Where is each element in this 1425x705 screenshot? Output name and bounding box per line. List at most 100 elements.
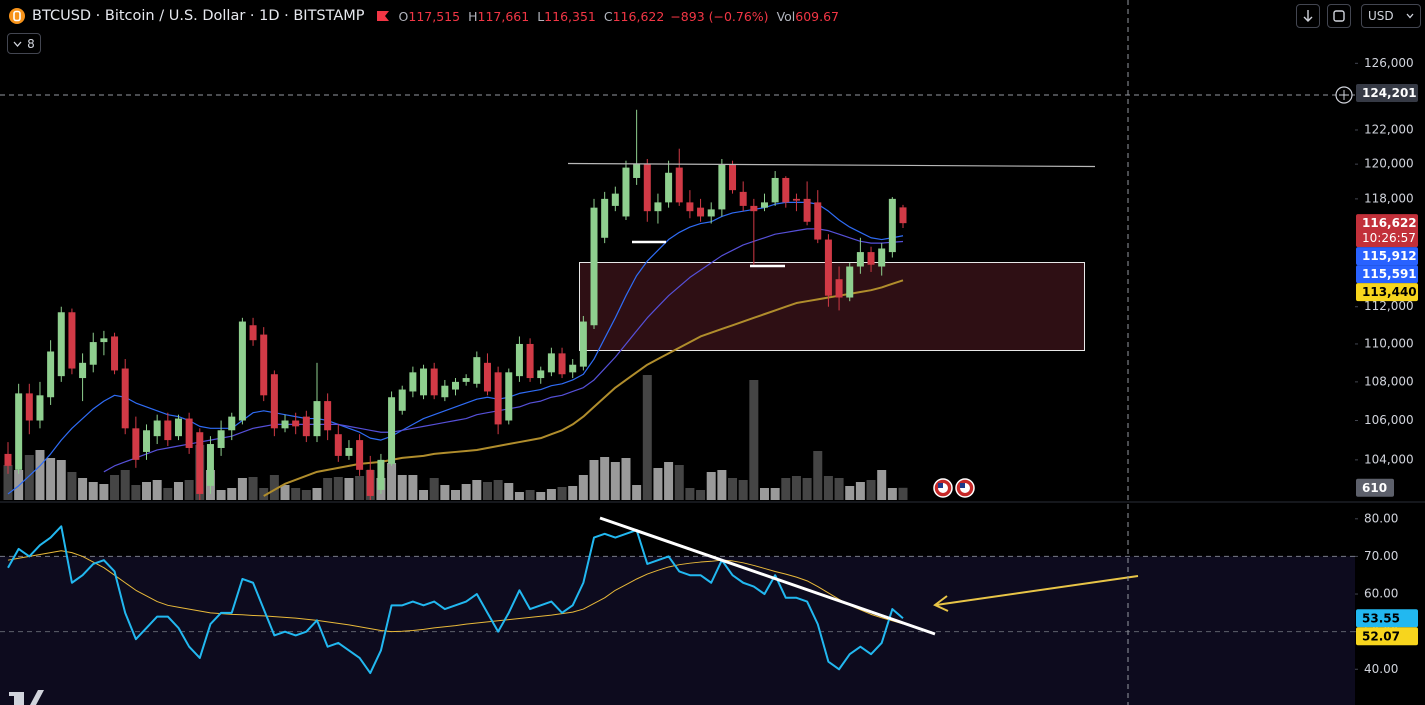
volume-bar (749, 380, 759, 500)
y-tick-label: 80.00 (1364, 511, 1398, 525)
volume-bar (845, 486, 855, 500)
candle-body (260, 334, 268, 396)
ohlc-value: 117,515 (408, 8, 461, 24)
volume-bar (898, 487, 908, 500)
candle-body (707, 209, 715, 217)
volume-bar (802, 478, 812, 500)
volume-bar (589, 460, 599, 500)
candle-body (675, 167, 683, 203)
price-label-box (1356, 84, 1418, 103)
symbol-title[interactable]: BTCUSD · Bitcoin / U.S. Dollar · 1D · BI… (32, 8, 365, 24)
y-tick-label: 112,000 (1364, 299, 1414, 313)
volume-bar (35, 450, 45, 500)
volume-bar (397, 475, 407, 500)
candle-body (643, 164, 651, 212)
volume-value: 609.67 (795, 8, 840, 24)
candle-body (409, 372, 417, 392)
volume-bar (578, 475, 588, 500)
rsi-ma-line (7, 550, 904, 633)
candle-body (537, 370, 545, 379)
annotation-layer (0, 0, 1355, 705)
price-label-box (1356, 478, 1394, 497)
candle-body (366, 469, 374, 496)
candle-body (345, 447, 353, 456)
volume-bar (525, 490, 535, 500)
volume-bar (333, 477, 343, 500)
candle-body (356, 440, 364, 470)
candle-body (196, 432, 204, 494)
volume-bar (696, 490, 706, 500)
volume-bar (823, 476, 833, 500)
volume-label: Vol (776, 8, 796, 24)
tradingview-logo (9, 690, 44, 705)
volume-bar (67, 472, 77, 500)
candle-body (792, 198, 800, 201)
volume-bar (259, 488, 269, 500)
sync-icon (1333, 10, 1345, 22)
volume-bar (248, 477, 258, 500)
flag-icon[interactable] (375, 9, 391, 23)
volume-bar (184, 480, 194, 500)
volume-bar (781, 478, 791, 500)
volume-bar (504, 483, 514, 500)
candle-body (302, 416, 310, 437)
candle-body (228, 416, 236, 431)
candle-body (334, 434, 342, 456)
price-label: 52.07 (1356, 627, 1418, 646)
price-label-text: 115,591 (1362, 267, 1417, 281)
price-label-box (1356, 214, 1418, 248)
event-icon[interactable] (955, 478, 975, 498)
candle-body (899, 207, 907, 224)
candle-body (47, 351, 55, 398)
candle-body (324, 401, 332, 431)
indicators-toggle[interactable]: 8 (7, 33, 41, 54)
volume-bar (461, 484, 471, 500)
y-tick-label: 122,000 (1364, 122, 1414, 136)
volume-bar (866, 480, 876, 500)
volume-bar (152, 480, 162, 500)
volume-bar (323, 478, 333, 500)
candle-body (121, 368, 129, 429)
volume-bar (387, 463, 397, 500)
volume-bar (131, 485, 141, 500)
volume-bar (536, 492, 546, 500)
volume-bar (877, 470, 887, 500)
candle-body (824, 239, 832, 296)
candle-body (313, 401, 321, 437)
price-label: 53.55 (1356, 609, 1418, 628)
volume-bar (291, 488, 301, 500)
volume-bar (546, 489, 556, 500)
candle-body (15, 393, 23, 470)
candle-body (739, 191, 747, 206)
volume-bar (227, 488, 237, 500)
event-icon[interactable] (933, 478, 953, 498)
marks-layer (4, 109, 907, 675)
price-change: −893 (−0.76%) (670, 8, 769, 24)
sync-button[interactable] (1327, 4, 1351, 28)
volume-layer (3, 375, 908, 500)
candle-body (878, 248, 886, 267)
volume-bar (88, 482, 98, 500)
volume-price-label: 610 (1356, 478, 1394, 497)
y-tick-label: 126,000 (1364, 56, 1414, 70)
candle-body (494, 372, 502, 425)
candle-body (633, 164, 641, 178)
volume-bar (600, 457, 610, 500)
ohlc-value: 117,661 (477, 8, 530, 24)
candle-body (398, 389, 406, 411)
candle-body (292, 420, 300, 427)
crosshair-add-button[interactable] (1335, 86, 1353, 104)
volume-bar (173, 482, 183, 500)
resistance-line[interactable] (567, 162, 1096, 168)
y-tick-label: 104,000 (1364, 452, 1414, 466)
currency-select[interactable]: USD (1361, 4, 1421, 28)
volume-bar (46, 458, 56, 500)
candle-body (36, 395, 44, 421)
candle-body (153, 420, 161, 437)
arrow-shaft[interactable] (935, 575, 1139, 606)
download-button[interactable] (1296, 4, 1320, 28)
candle-body (281, 420, 289, 429)
rsi-trendline[interactable] (599, 516, 936, 636)
zone-rectangle[interactable] (579, 262, 1085, 351)
candle-body (697, 207, 705, 217)
